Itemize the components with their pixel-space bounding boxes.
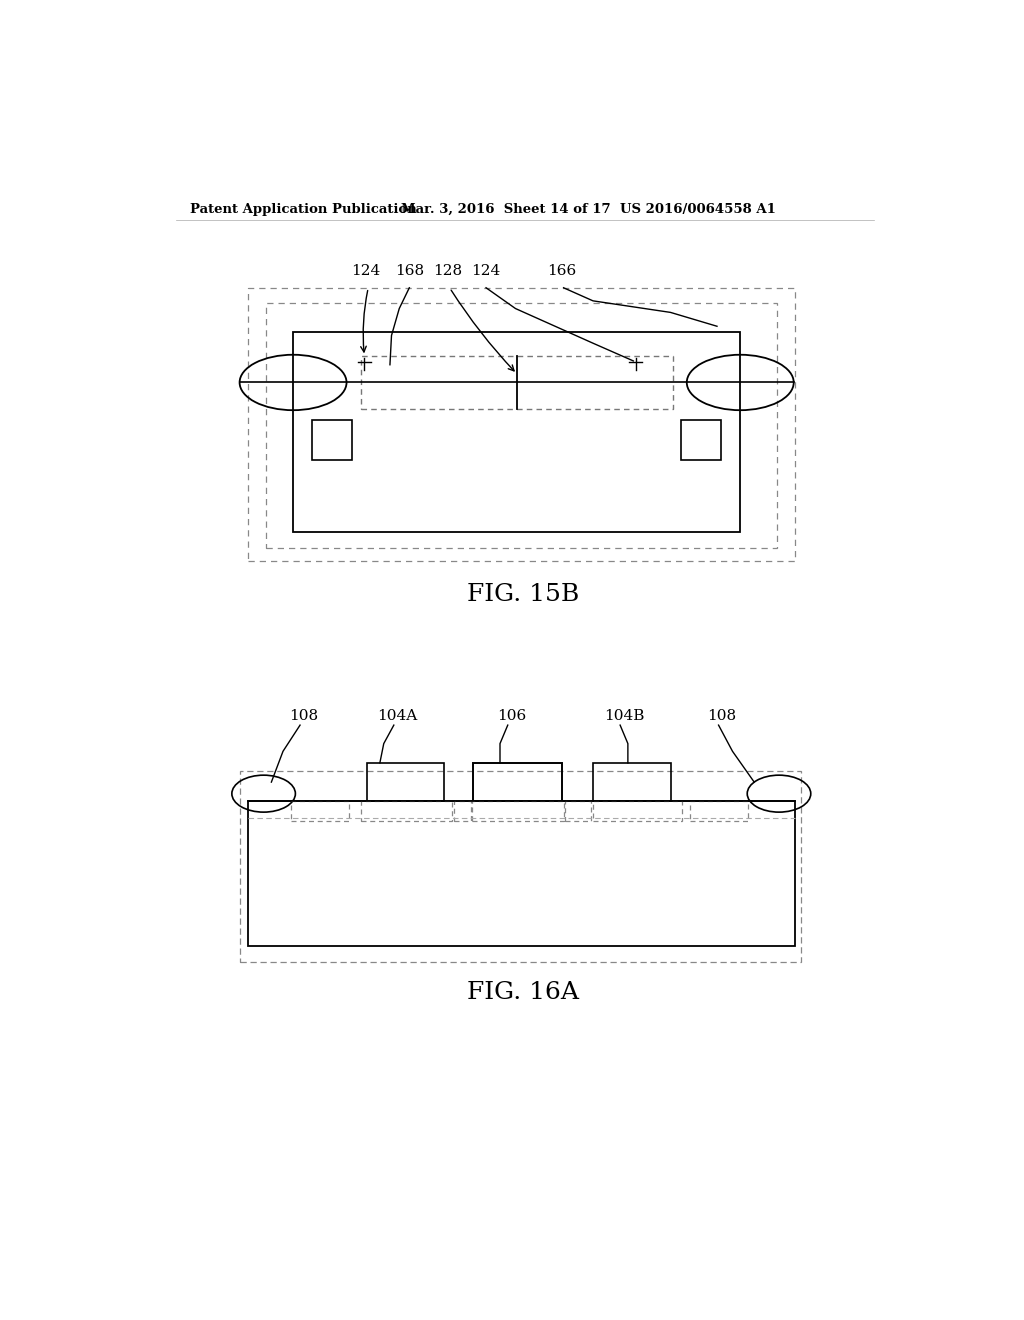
- Bar: [593, 801, 682, 821]
- Bar: [593, 763, 671, 801]
- Text: FIG. 16A: FIG. 16A: [467, 981, 580, 1003]
- Text: 106: 106: [497, 709, 526, 723]
- Text: Mar. 3, 2016  Sheet 14 of 17: Mar. 3, 2016 Sheet 14 of 17: [400, 203, 610, 216]
- Bar: [248, 801, 795, 946]
- Text: 124: 124: [351, 264, 381, 277]
- Text: 128: 128: [433, 264, 462, 277]
- Bar: [360, 356, 673, 409]
- Text: US 2016/0064558 A1: US 2016/0064558 A1: [621, 203, 776, 216]
- Bar: [266, 304, 777, 548]
- Bar: [473, 763, 562, 801]
- Bar: [291, 801, 349, 821]
- Bar: [565, 801, 592, 821]
- Bar: [360, 801, 452, 821]
- Text: Patent Application Publication: Patent Application Publication: [190, 203, 417, 216]
- Bar: [690, 801, 748, 821]
- Text: 104A: 104A: [378, 709, 418, 723]
- Text: 108: 108: [708, 709, 736, 723]
- Bar: [367, 763, 444, 801]
- Bar: [454, 801, 471, 821]
- Bar: [472, 801, 563, 821]
- Bar: [311, 420, 352, 461]
- Text: 168: 168: [395, 264, 424, 277]
- Text: 166: 166: [548, 264, 577, 277]
- Text: 124: 124: [471, 264, 501, 277]
- Bar: [248, 288, 795, 561]
- Bar: [293, 331, 740, 532]
- Text: FIG. 15B: FIG. 15B: [467, 583, 580, 606]
- Bar: [241, 771, 802, 961]
- Bar: [681, 420, 721, 461]
- Text: 108: 108: [290, 709, 318, 723]
- Text: 104B: 104B: [604, 709, 644, 723]
